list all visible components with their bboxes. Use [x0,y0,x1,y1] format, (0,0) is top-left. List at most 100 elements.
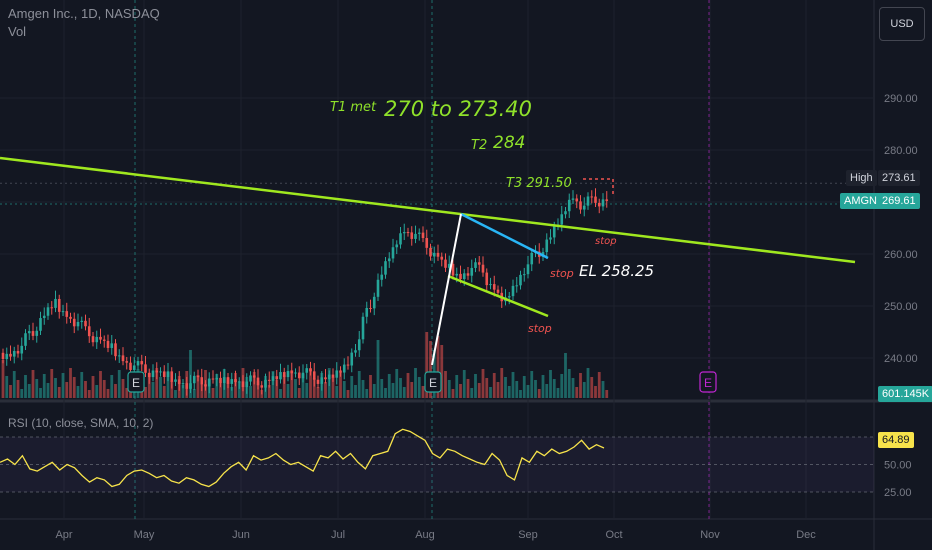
candle-body [395,244,399,248]
candle-body [12,351,16,357]
volume-bar [354,385,357,398]
volume-bar [84,381,87,398]
volume-bar [69,368,72,398]
candle-body [605,199,609,201]
t2-label: T2 [471,138,488,153]
flag-upper-line [460,212,549,260]
volume-bar [20,389,24,398]
time-tick-label: Nov [700,529,720,541]
volume-bar [477,383,481,398]
time-tick-label: Dec [796,529,816,541]
volume-bar [350,376,354,398]
candle-body [519,274,522,286]
t3-label: T3 291.50 [506,176,572,191]
volume-bar [507,386,511,398]
volume-bar [601,381,605,398]
volume-bar [552,379,556,398]
candle-body [586,196,590,206]
candle-body [5,353,9,360]
volume-bar [117,370,121,398]
candle-body [69,316,72,319]
candle-body [440,256,444,260]
volume-bar [436,336,440,398]
candle-body [406,232,410,234]
volume-bar [421,386,425,398]
volume-bar [462,370,466,398]
candle-body [425,238,429,248]
volume-bar [267,385,271,398]
candle-body [65,311,69,317]
candle-body [305,368,309,373]
volume-bar [459,384,462,398]
volume-bar [57,387,61,398]
candle-body [196,375,200,378]
candle-body [290,371,294,374]
flag-lower-line [447,274,549,318]
volume-bar [196,375,200,398]
volume-bar [46,383,50,398]
volume-bar [121,379,125,398]
flagpole-line [431,213,462,366]
candle-body [181,383,185,385]
candle-body [376,279,380,297]
high-tag-label: High [846,170,877,186]
volume-bar [376,340,380,398]
volume-bar [125,388,129,398]
volume-bar [192,389,196,398]
volume-bar [294,379,297,398]
volume-bar [282,375,286,398]
candle-body [132,365,136,370]
candle-body [346,364,350,366]
volume-bar [372,384,376,398]
volume-bar [534,380,537,398]
volume-bar [425,332,429,398]
volume-bar [357,371,361,398]
volume-bar [417,377,421,398]
candle-body [530,252,534,265]
volume-bar [530,371,534,398]
candle-body [185,383,189,389]
candle-body [357,339,361,351]
candle-body [515,285,519,287]
candle-body [492,284,496,290]
volume-bar [35,379,39,398]
candle-body [72,318,76,327]
price-tick-label: 240.00 [884,353,918,365]
volume-bar [110,375,114,398]
candle-body [511,285,515,297]
candle-body [35,330,39,336]
candle-body [54,298,57,308]
volume-bar [387,374,391,398]
candle-body [226,377,230,384]
volume-bar [586,368,590,398]
volume-bar [237,382,241,398]
volume-bar [290,370,294,398]
entry-label: EL 258.25 [579,262,655,280]
volume-bar [80,372,84,398]
volume-bar [519,390,522,398]
volume-bar [144,387,147,398]
volume-bar [331,377,335,398]
candle-body [50,307,54,309]
candle-body [61,311,65,313]
earnings-marker [699,371,717,393]
candle-body [339,370,342,373]
volume-tag: 601.145K [878,386,932,402]
candle-body [42,315,46,319]
candle-body [170,371,174,382]
volume-bar [500,368,504,398]
currency-button[interactable]: USD [879,7,925,41]
volume-bar [181,385,185,398]
volume-bar [219,383,222,398]
candle-body [402,232,406,234]
candle-body [121,355,125,362]
candle-body [380,274,384,280]
candle-body [597,202,601,207]
volume-bar [384,388,387,398]
volume-bar [54,378,57,398]
volume-bar [1,360,5,398]
volume-bar [556,388,560,398]
candle-body [87,326,91,337]
volume-bar [309,369,312,398]
